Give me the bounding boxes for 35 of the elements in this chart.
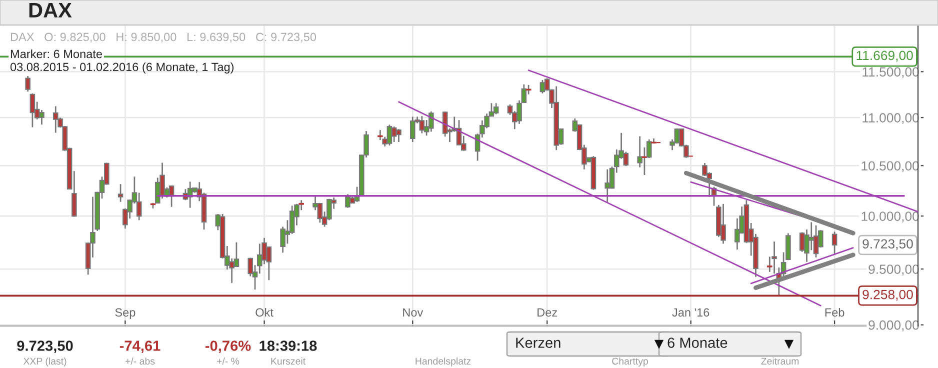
text: 9.723,50 (17, 340, 73, 354)
candlestick (734, 218, 740, 250)
annotation: Marker: 6 Monate (10, 50, 102, 58)
ref-line-label: 11.669,00 (856, 50, 913, 62)
candlestick (168, 185, 174, 208)
x-tick-label: Nov (403, 308, 424, 317)
candlestick (118, 183, 124, 203)
x-tick-label: Sep (115, 308, 136, 319)
x-tick-label: Okt (256, 308, 274, 317)
text: Charttyp (612, 357, 648, 367)
text: DAX O: 9.825,00 H: 9.850,00 L: 9.639,50 C: 9.723,50 (10, 32, 316, 43)
text: Zeitraum (761, 357, 799, 365)
text: 18:39:18 (260, 340, 317, 351)
text: 6 Monate (668, 338, 728, 348)
text: -0,76% (205, 340, 251, 354)
candlestick (832, 230, 838, 255)
candlestick (30, 92, 36, 128)
ref-line-label: 9.258,00 (862, 290, 913, 301)
text: +/- % (216, 357, 240, 365)
x-tick-label: Dez (538, 308, 557, 317)
text: +/- abs (125, 357, 155, 365)
text: Kurszeit (271, 357, 306, 365)
annotation: 03.08.2015 - 01.02.2016 (6 Monate, 1 Tag) (10, 62, 234, 74)
chart-title: DAX (29, 3, 72, 18)
candlestick (493, 102, 499, 115)
candlestick (604, 168, 610, 203)
text: Handelsplatz (416, 357, 471, 367)
text: Kerzen (516, 338, 560, 348)
annotation: 9.723,50 (862, 239, 913, 250)
text: XXP (last) (23, 357, 66, 367)
text: -74,61 (120, 340, 160, 354)
y-tick-label: 9.000,00 (868, 320, 919, 332)
candlestick (25, 75, 30, 92)
x-tick-label: Feb (825, 308, 844, 317)
x-tick-label: Jan '16 (672, 308, 710, 317)
